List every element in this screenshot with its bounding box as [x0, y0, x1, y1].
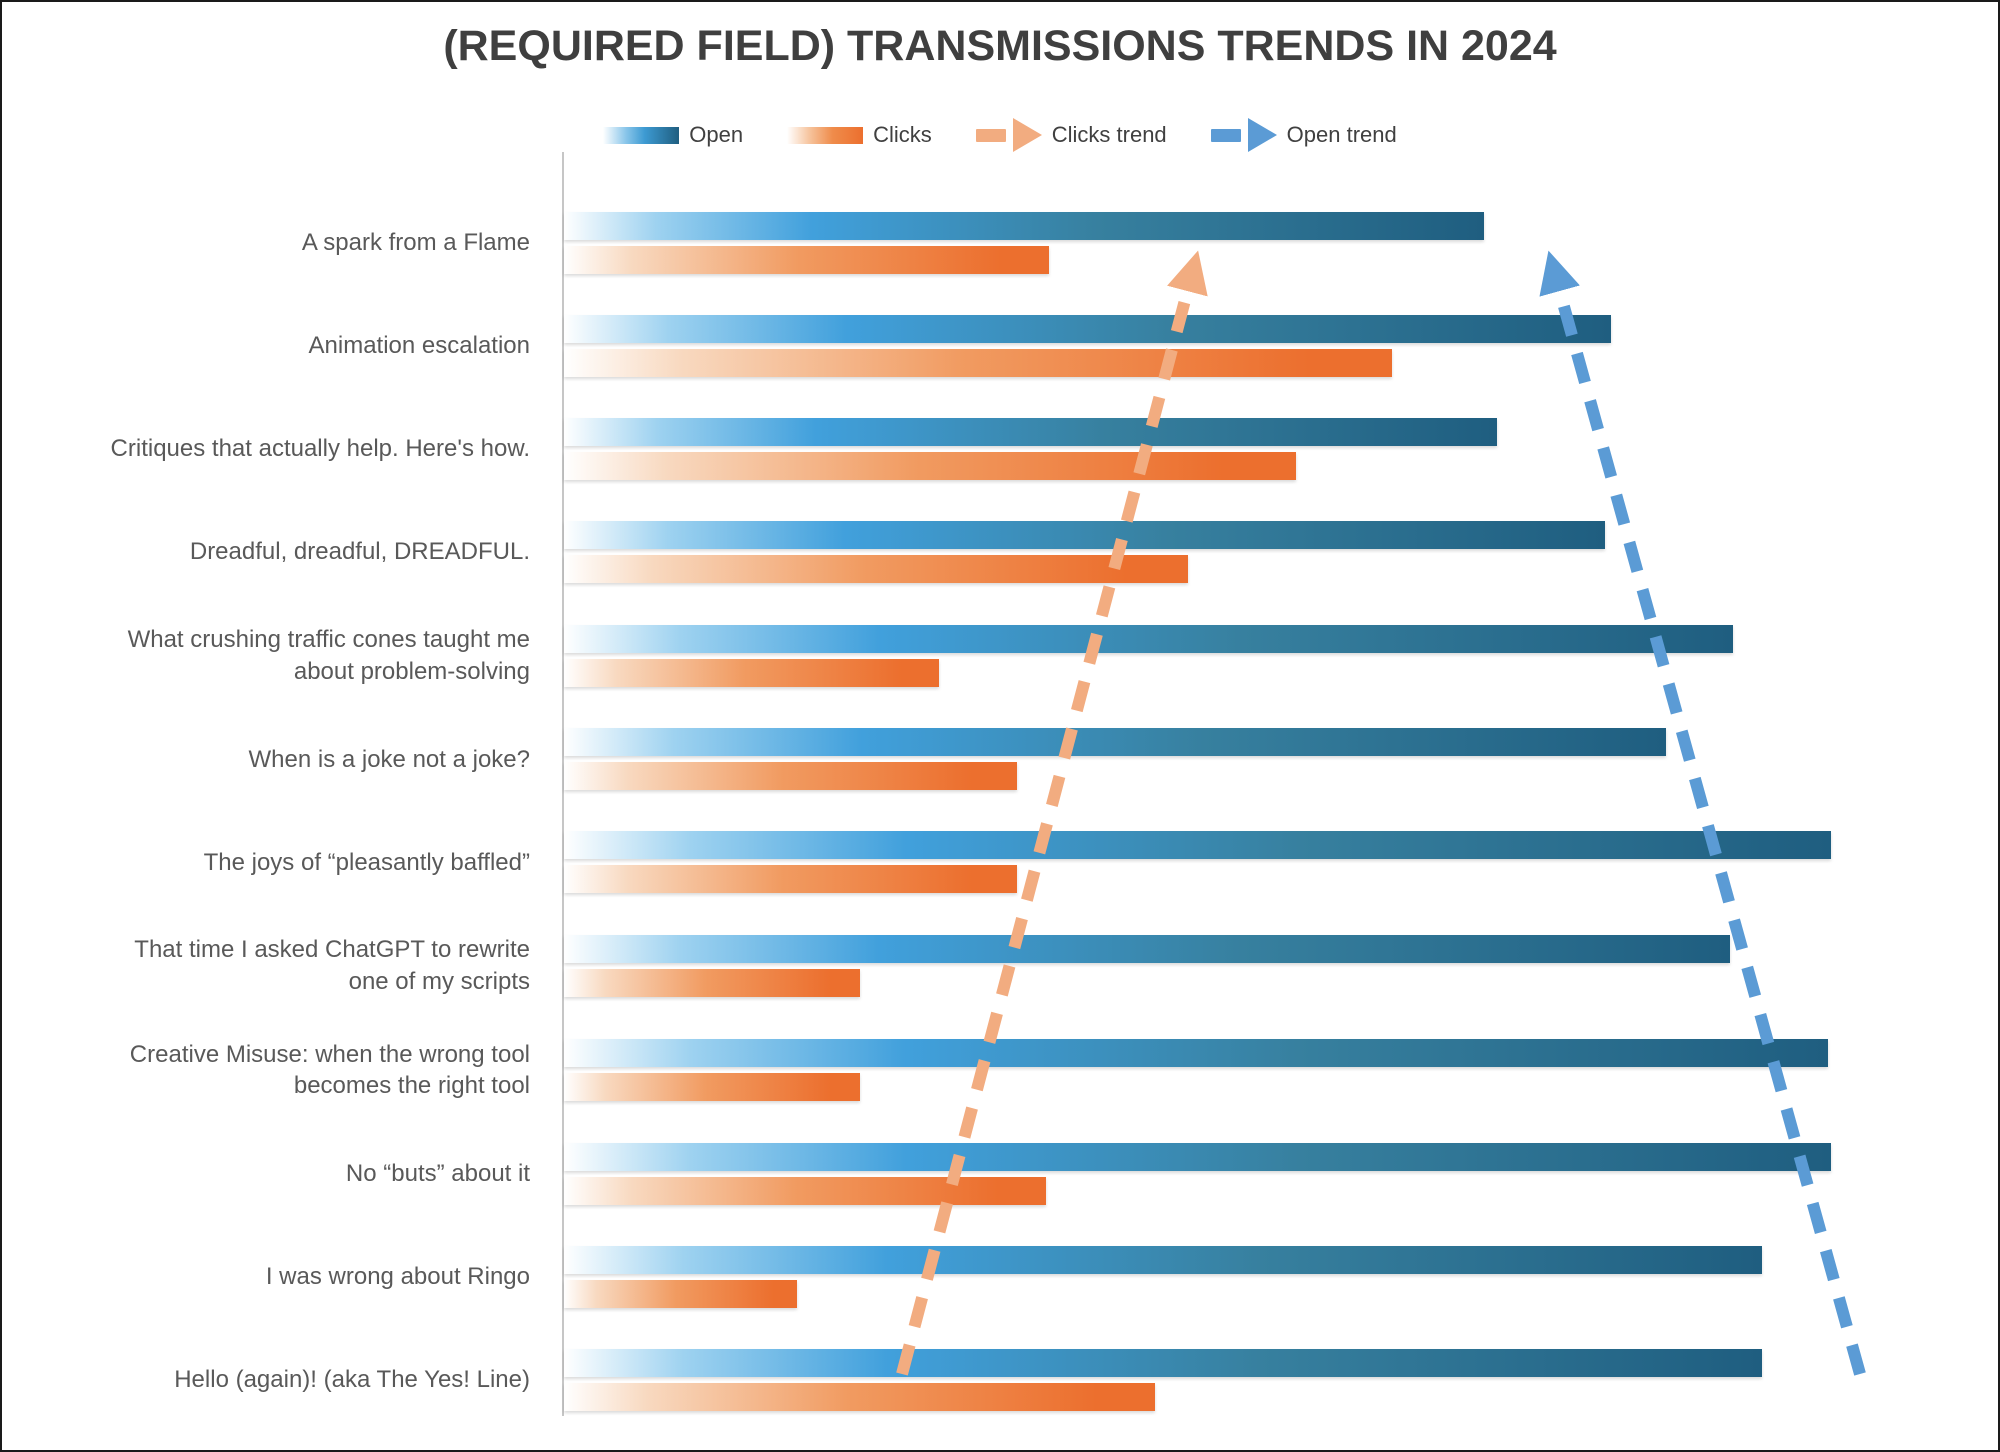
category-label: Dreadful, dreadful, DREADFUL. [189, 538, 530, 566]
category-row: What crushing traffic cones taught me ab… [2, 624, 1998, 687]
legend-item-clicks-trend: Clicks trend [975, 118, 1167, 152]
category-row: Animation escalation [2, 315, 1998, 377]
clicks-bar [564, 246, 1049, 274]
category-label: No “buts” about it [345, 1160, 530, 1188]
clicks-bar [564, 1383, 1156, 1412]
legend-label-open-trend: Open trend [1286, 122, 1397, 147]
category-row: That time I asked ChatGPT to rewrite one… [2, 934, 1998, 998]
legend-item-open-trend: Open trend [1210, 118, 1397, 152]
open-bar [564, 315, 1611, 343]
category-label: Critiques that actually help. Here's how… [110, 435, 530, 463]
category-label: Hello (again)! (aka The Yes! Line) [174, 1366, 530, 1394]
open-bar [564, 418, 1498, 446]
clicks-bar [564, 452, 1296, 480]
dash-icon [1210, 128, 1241, 142]
clicks-bar [564, 762, 1017, 791]
category-row: Critiques that actually help. Here's how… [2, 418, 1998, 480]
open-bar [564, 1246, 1762, 1275]
category-row: When is a joke not a joke? [2, 728, 1998, 791]
category-label: The joys of “pleasantly baffled” [203, 848, 530, 876]
open-gradient-swatch-icon [603, 126, 680, 144]
category-row: Creative Misuse: when the wrong tool bec… [2, 1039, 1998, 1102]
category-bars [564, 728, 1998, 791]
open-bar [564, 831, 1831, 860]
category-bars [564, 212, 1998, 274]
legend-label-open: Open [689, 122, 744, 147]
open-trend-arrow-icon [1210, 118, 1277, 152]
arrowhead-icon [1247, 118, 1277, 152]
clicks-bar [564, 1073, 861, 1102]
open-bar [564, 212, 1485, 240]
clicks-bar [564, 555, 1189, 583]
legend: Open Clicks Clicks trend Open trend [2, 118, 1998, 152]
category-bars [564, 521, 1998, 583]
category-label: That time I asked ChatGPT to rewrite one… [134, 936, 530, 996]
category-row: I was wrong about Ringo [2, 1246, 1998, 1309]
clicks-bar [564, 865, 1017, 894]
open-bar [564, 624, 1734, 653]
category-label: When is a joke not a joke? [248, 745, 531, 773]
open-bar [564, 521, 1606, 549]
clicks-bar [564, 1280, 797, 1309]
chart-title: (REQUIRED FIELD) TRANSMISSIONS TRENDS IN… [443, 22, 1557, 70]
category-bars [564, 1143, 1998, 1206]
category-bars [564, 831, 1998, 894]
open-bar [564, 935, 1731, 964]
category-bars [564, 315, 1998, 377]
open-bar [564, 1143, 1831, 1172]
legend-label-clicks: Clicks [873, 122, 932, 147]
category-row: A spark from a Flame [2, 212, 1998, 274]
category-row: Hello (again)! (aka The Yes! Line) [2, 1349, 1998, 1412]
category-bars [564, 624, 1998, 687]
category-label: What crushing traffic cones taught me ab… [127, 626, 530, 685]
category-bars [564, 1039, 1998, 1102]
category-bars [564, 935, 1998, 998]
category-row: The joys of “pleasantly baffled” [2, 831, 1998, 894]
category-bars [564, 418, 1998, 480]
clicks-bar [564, 969, 861, 998]
category-row: No “buts” about it [2, 1143, 1998, 1206]
legend-item-clicks: Clicks [787, 122, 932, 148]
clicks-bar [564, 658, 940, 687]
category-label: I was wrong about Ringo [265, 1263, 530, 1291]
clicks-bar [564, 349, 1393, 377]
category-bars [564, 1349, 1998, 1412]
open-bar [564, 728, 1666, 757]
category-label: A spark from a Flame [301, 229, 530, 257]
category-row: Dreadful, dreadful, DREADFUL. [2, 521, 1998, 583]
category-label: Animation escalation [308, 332, 530, 360]
clicks-gradient-swatch-icon [787, 126, 864, 144]
arrowhead-icon [1012, 118, 1042, 152]
open-bar [564, 1349, 1762, 1378]
clicks-bar [564, 1177, 1046, 1206]
bar-rows: A spark from a Flame Animation escalatio… [2, 152, 1998, 1450]
legend-item-open: Open [603, 122, 743, 148]
dash-icon [975, 128, 1006, 142]
clicks-trend-arrow-icon [975, 118, 1042, 152]
legend-label-clicks-trend: Clicks trend [1051, 122, 1167, 147]
open-bar [564, 1039, 1828, 1068]
category-label: Creative Misuse: when the wrong tool bec… [129, 1040, 530, 1100]
category-axis-line [562, 152, 564, 1416]
category-bars [564, 1246, 1998, 1309]
